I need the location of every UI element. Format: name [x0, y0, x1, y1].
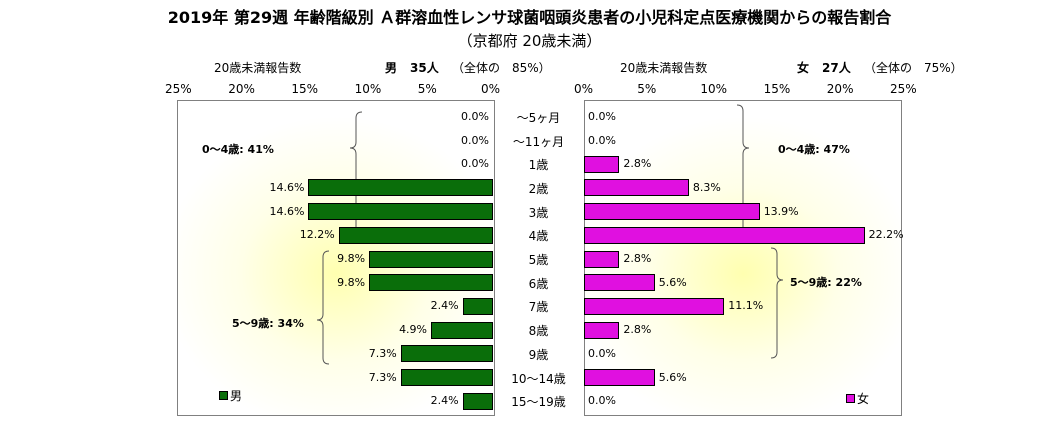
female-data-label: 11.1% — [728, 299, 764, 313]
female-bar — [584, 297, 725, 315]
female-data-label: 0.0% — [588, 346, 616, 360]
male-data-label: 7.3% — [368, 346, 397, 360]
left-tick-label: 10% — [354, 82, 382, 96]
left-tick-label: 0% — [481, 82, 501, 96]
male-5-9-bracket — [316, 250, 330, 365]
male-bar — [308, 179, 493, 197]
category-label: 5歳 — [528, 253, 549, 268]
category-label: 1歳 — [528, 158, 549, 173]
female-data-label: 2.8% — [623, 323, 652, 337]
male-data-label: 9.8% — [337, 252, 366, 266]
female-plot-area — [584, 100, 902, 416]
male-share: （全体の 85%） — [452, 61, 551, 75]
chart-title: 2019年 第29週 年齢階級別 Ａ群溶血性レンサ球菌咽頭炎患者の小児科定点医療… — [167, 8, 892, 27]
left-tick-label: 20% — [228, 82, 255, 96]
female-legend-label: 女 — [857, 392, 870, 406]
category-label: 15～19歳 — [511, 395, 566, 410]
right-tick-label: 0% — [574, 82, 594, 96]
female-0-4-bracket — [736, 104, 750, 243]
female-data-label: 5.6% — [658, 275, 687, 289]
female-0-4-group-label: 0～4歳: 47% — [778, 143, 850, 156]
male-bar — [308, 203, 493, 221]
female-bar — [584, 226, 865, 244]
female-bar — [584, 203, 760, 221]
category-label: 9歳 — [528, 347, 549, 362]
left-axis-label: 20歳未満報告数 — [214, 61, 302, 75]
male-0-4-group-label: 0～4歳: 41% — [202, 143, 274, 156]
left-tick-label: 5% — [417, 82, 437, 96]
female-data-label: 0.0% — [588, 394, 616, 408]
female-bar — [584, 155, 620, 173]
female-5-9-group-label: 5～9歳: 22% — [790, 276, 862, 289]
left-tick-label: 15% — [291, 82, 319, 96]
chart-subtitle: （京都府 20歳未満） — [457, 32, 602, 50]
female-bar — [584, 369, 655, 387]
category-label: 3歳 — [528, 205, 549, 220]
male-data-label: 2.4% — [430, 394, 459, 408]
female-label: 女 — [797, 61, 810, 75]
male-count: 35人 — [410, 61, 439, 75]
female-data-label: 22.2% — [868, 228, 904, 242]
female-data-label: 2.8% — [623, 157, 652, 171]
female-data-label: 0.0% — [588, 109, 616, 123]
male-bar — [400, 345, 493, 363]
category-label: 8歳 — [528, 324, 549, 339]
female-data-label: 0.0% — [588, 133, 616, 147]
category-label: 6歳 — [528, 276, 549, 291]
male-data-label: 9.8% — [337, 275, 366, 289]
female-5-9-bracket — [770, 247, 784, 359]
male-bar — [369, 250, 493, 268]
male-data-label: 14.6% — [269, 180, 305, 194]
category-label: 2歳 — [528, 181, 549, 196]
category-label: ～11ヶ月 — [512, 134, 565, 149]
right-axis-label: 20歳未満報告数 — [620, 61, 708, 75]
male-0-4-bracket — [349, 111, 363, 243]
male-legend-label: 男 — [230, 389, 243, 403]
male-5-9-group-label: 5～9歳: 34% — [232, 317, 304, 330]
male-data-label: 14.6% — [269, 204, 305, 218]
female-count: 27人 — [822, 61, 851, 75]
female-bar — [584, 179, 689, 197]
male-data-label: 7.3% — [368, 370, 397, 384]
male-bar — [462, 297, 493, 315]
female-bar — [584, 274, 655, 292]
male-legend: 男 — [219, 387, 242, 404]
male-bar — [431, 321, 493, 339]
female-legend-swatch — [846, 394, 855, 403]
female-data-label: 2.8% — [623, 252, 652, 266]
right-tick-label: 15% — [763, 82, 791, 96]
male-data-label: 0.0% — [461, 157, 489, 171]
category-label: 10～14歳 — [511, 371, 566, 386]
male-bar — [338, 226, 493, 244]
left-tick-label: 25% — [165, 82, 192, 96]
right-tick-label: 25% — [890, 82, 917, 96]
male-data-label: 12.2% — [299, 228, 335, 242]
female-data-label: 5.6% — [658, 370, 687, 384]
male-data-label: 4.9% — [399, 323, 428, 337]
category-label: 4歳 — [528, 229, 549, 244]
female-data-label: 13.9% — [763, 204, 799, 218]
male-data-label: 0.0% — [461, 109, 489, 123]
male-bar — [400, 369, 493, 387]
male-data-label: 0.0% — [461, 133, 489, 147]
category-label: 7歳 — [528, 300, 549, 315]
female-share: （全体の 75%） — [864, 61, 963, 75]
right-tick-label: 5% — [637, 82, 657, 96]
male-bar — [462, 392, 493, 410]
male-bar — [369, 274, 493, 292]
female-legend: 女 — [846, 390, 869, 407]
category-label: ～5ヶ月 — [516, 110, 561, 125]
male-data-label: 2.4% — [430, 299, 459, 313]
female-data-label: 8.3% — [692, 180, 721, 194]
female-bar — [584, 250, 620, 268]
right-tick-label: 20% — [826, 82, 854, 96]
right-tick-label: 10% — [700, 82, 728, 96]
female-bar — [584, 321, 620, 339]
male-label: 男 — [385, 61, 398, 75]
male-legend-swatch — [219, 391, 228, 400]
